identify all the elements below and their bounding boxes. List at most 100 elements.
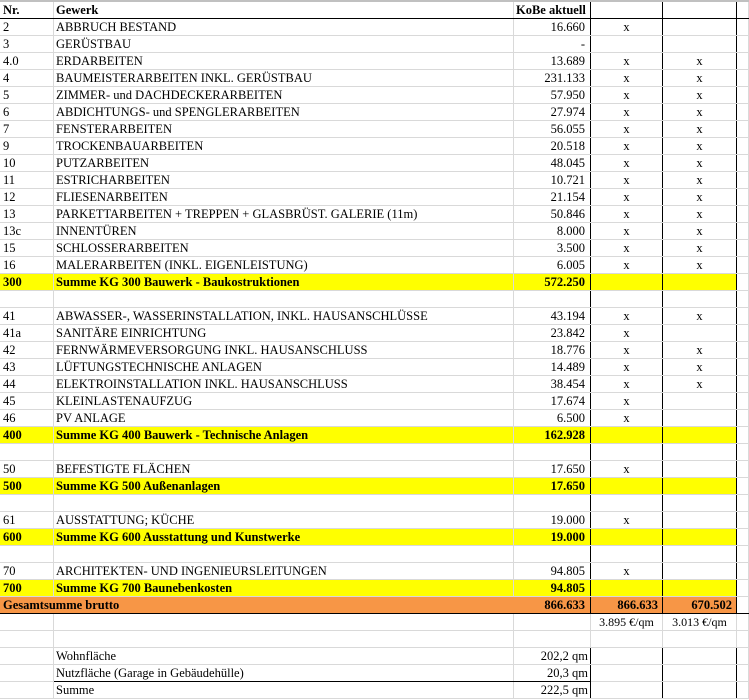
cell-c3[interactable]: x: [591, 240, 663, 256]
cell-c4[interactable]: x: [663, 87, 737, 103]
header-col4[interactable]: [591, 2, 663, 18]
cell-c4[interactable]: [663, 495, 737, 511]
cell-nr[interactable]: 61: [0, 512, 54, 528]
cell-nr[interactable]: 16: [0, 257, 54, 273]
cell-gewerk[interactable]: PUTZARBEITEN: [54, 155, 514, 171]
cell-c4[interactable]: x: [663, 53, 737, 69]
cell-c4[interactable]: [663, 512, 737, 528]
cell-kobe[interactable]: 866.633: [514, 597, 591, 613]
cell-kobe[interactable]: 94.805: [514, 563, 591, 579]
header-kobe[interactable]: KoBe aktuell: [514, 2, 591, 18]
cell-nr[interactable]: 600: [0, 529, 54, 545]
cell-extra[interactable]: [737, 274, 749, 290]
cell-c3[interactable]: [591, 274, 663, 290]
cell-extra[interactable]: [737, 104, 749, 120]
cell-c3[interactable]: x: [591, 70, 663, 86]
cell-gewerk[interactable]: [54, 614, 514, 630]
cell-nr[interactable]: 15: [0, 240, 54, 256]
cell-nr[interactable]: 42: [0, 342, 54, 358]
cell-c4[interactable]: [663, 291, 737, 307]
cell-nr[interactable]: [0, 682, 54, 698]
cell-c3[interactable]: x: [591, 104, 663, 120]
cell-c3[interactable]: x: [591, 172, 663, 188]
cell-extra[interactable]: [737, 665, 749, 681]
cell-c3[interactable]: [591, 682, 663, 698]
cell-kobe[interactable]: 10.721: [514, 172, 591, 188]
cell-nr[interactable]: 4.0: [0, 53, 54, 69]
cell-c3[interactable]: x: [591, 325, 663, 341]
cell-c3[interactable]: x: [591, 121, 663, 137]
cell-c3[interactable]: [591, 444, 663, 460]
cell-kobe[interactable]: 17.674: [514, 393, 591, 409]
cell-gewerk[interactable]: FERNWÄRMEVERSORGUNG INKL. HAUSANSCHLUSS: [54, 342, 514, 358]
cell-kobe[interactable]: 18.776: [514, 342, 591, 358]
cell-c4[interactable]: [663, 36, 737, 52]
cell-gewerk[interactable]: [54, 444, 514, 460]
cell-c4[interactable]: [663, 631, 737, 647]
cell-extra[interactable]: [737, 189, 749, 205]
cell-c3[interactable]: x: [591, 376, 663, 392]
cell-c3[interactable]: x: [591, 393, 663, 409]
cell-nr[interactable]: [0, 631, 54, 647]
cell-gewerk[interactable]: Summe KG 600 Ausstattung und Kunstwerke: [54, 529, 514, 545]
header-gewerk[interactable]: Gewerk: [54, 2, 514, 18]
cell-gewerk[interactable]: MALERARBEITEN (INKL. EIGENLEISTUNG): [54, 257, 514, 273]
cell-gewerk[interactable]: LÜFTUNGSTECHNISCHE ANLAGEN: [54, 359, 514, 375]
cell-nr[interactable]: Gesamtsumme brutto: [0, 597, 514, 613]
cell-extra[interactable]: [737, 206, 749, 222]
cell-extra[interactable]: [737, 121, 749, 137]
cell-nr[interactable]: 2: [0, 19, 54, 35]
cell-c4[interactable]: x: [663, 172, 737, 188]
cell-nr[interactable]: [0, 495, 54, 511]
cell-extra[interactable]: [737, 546, 749, 562]
cell-c3[interactable]: [591, 495, 663, 511]
cell-nr[interactable]: [0, 546, 54, 562]
cell-extra[interactable]: [737, 291, 749, 307]
cell-c3[interactable]: x: [591, 19, 663, 35]
cell-nr[interactable]: 41: [0, 308, 54, 324]
cell-kobe[interactable]: 43.194: [514, 308, 591, 324]
cell-gewerk[interactable]: ABDICHTUNGS- und SPENGLERARBEITEN: [54, 104, 514, 120]
cell-c4[interactable]: x: [663, 308, 737, 324]
cell-extra[interactable]: [737, 682, 749, 698]
cell-gewerk[interactable]: GERÜSTBAU: [54, 36, 514, 52]
cell-kobe[interactable]: 17.650: [514, 461, 591, 477]
cell-c4[interactable]: [663, 19, 737, 35]
cell-gewerk[interactable]: ERDARBEITEN: [54, 53, 514, 69]
cell-extra[interactable]: [737, 342, 749, 358]
cell-kobe[interactable]: [514, 614, 591, 630]
cell-gewerk[interactable]: PV ANLAGE: [54, 410, 514, 426]
cell-extra[interactable]: [737, 427, 749, 443]
cell-c3[interactable]: [591, 631, 663, 647]
cell-extra[interactable]: [737, 19, 749, 35]
cell-c4[interactable]: [663, 580, 737, 596]
cell-gewerk[interactable]: ELEKTROINSTALLATION INKL. HAUSANSCHLUSS: [54, 376, 514, 392]
cell-extra[interactable]: [737, 325, 749, 341]
cell-extra[interactable]: [737, 257, 749, 273]
cell-extra[interactable]: [737, 631, 749, 647]
cell-gewerk[interactable]: [54, 495, 514, 511]
cell-extra[interactable]: [737, 512, 749, 528]
cell-kobe[interactable]: 20.518: [514, 138, 591, 154]
cell-c4[interactable]: x: [663, 240, 737, 256]
cell-c3[interactable]: x: [591, 461, 663, 477]
cell-nr[interactable]: 43: [0, 359, 54, 375]
cell-nr[interactable]: [0, 648, 54, 664]
cell-gewerk[interactable]: Summe KG 400 Bauwerk - Technische Anlage…: [54, 427, 514, 443]
cell-c3[interactable]: x: [591, 257, 663, 273]
cell-c3[interactable]: 866.633: [591, 597, 663, 613]
cell-nr[interactable]: 44: [0, 376, 54, 392]
cell-gewerk[interactable]: TROCKENBAUARBEITEN: [54, 138, 514, 154]
cell-nr[interactable]: 300: [0, 274, 54, 290]
cell-c3[interactable]: [591, 529, 663, 545]
cell-nr[interactable]: 11: [0, 172, 54, 188]
cell-kobe[interactable]: 6.500: [514, 410, 591, 426]
cell-nr[interactable]: 5: [0, 87, 54, 103]
cell-extra[interactable]: [737, 376, 749, 392]
cell-gewerk[interactable]: SANITÄRE EINRICHTUNG: [54, 325, 514, 341]
cell-gewerk[interactable]: ZIMMER- und DACHDECKERARBEITEN: [54, 87, 514, 103]
cell-c3[interactable]: [591, 546, 663, 562]
cell-c3[interactable]: [591, 665, 663, 681]
cell-kobe[interactable]: -: [514, 36, 591, 52]
cell-c3[interactable]: [591, 427, 663, 443]
